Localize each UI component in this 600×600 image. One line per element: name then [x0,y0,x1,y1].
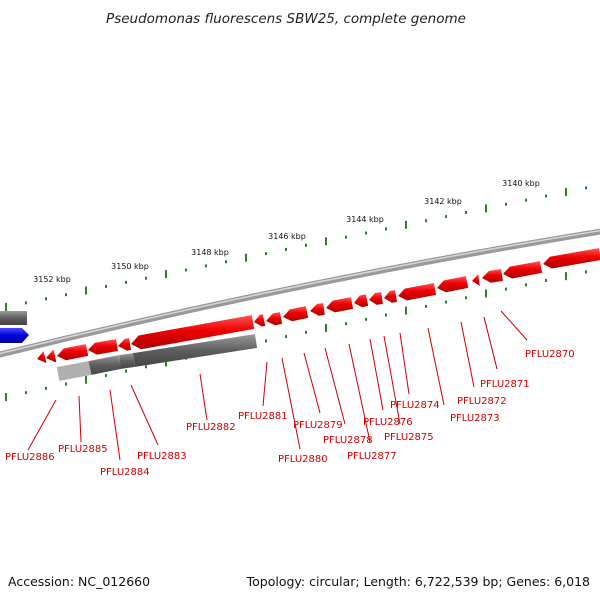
reverse-cds-arrow [503,261,543,279]
label-leaders [27,310,528,461]
reverse-cds-arrow [88,339,118,355]
leader-line [109,389,121,461]
reverse-cds-arrow [437,276,469,293]
gene-label[interactable]: PFLU2870 [525,349,575,360]
gene-label[interactable]: PFLU2881 [238,411,288,422]
gene-label[interactable]: PFLU2871 [480,379,530,390]
gene-bar [56,361,92,381]
leader-line [460,321,475,388]
reverse-cds-arrow [398,283,437,301]
reverse-cds-arrow [57,344,89,361]
gene-label[interactable]: PFLU2886 [5,452,55,463]
scale-label: 3146 kbp [268,232,306,241]
gene-label[interactable]: PFLU2874 [390,400,440,411]
reverse-cds-arrow [254,314,266,327]
leader-line [281,357,301,450]
scale-ticks [5,186,587,401]
leader-line [199,373,208,421]
reverse-cds-arrow [482,269,503,283]
leader-line [399,332,410,395]
reverse-cds-arrow [369,292,383,305]
reverse-cds-arrow [310,303,325,316]
genome-summary-text: Topology: circular; Length: 6,722,539 bp… [246,574,590,589]
leader-line [130,384,159,446]
leader-line [348,343,371,443]
scale-label: 3150 kbp [111,262,149,271]
gene-label[interactable]: PFLU2883 [137,451,187,462]
genome-title: Pseudomonas fluorescens SBW25, complete … [106,11,466,27]
gene-bar [132,334,258,367]
reverse-cds-arrow [118,338,131,351]
leader-line [78,395,82,443]
reverse-cds-arrow [543,248,600,269]
gene-label[interactable]: PFLU2873 [450,413,500,424]
reverse-cds-arrow [46,350,57,363]
gene-label[interactable]: PFLU2882 [186,422,236,433]
scale-labels: 3152 kbp 3150 kbp 3148 kbp 3146 kbp 3144 kbp… [33,179,540,284]
leader-line [27,399,57,451]
gene-label[interactable]: PFLU2872 [457,396,507,407]
scale-label: 3144 kbp [346,215,384,224]
leader-line [427,327,445,406]
leader-line [483,316,498,370]
reverse-cds-arrow [472,274,480,286]
accession-text: Accession: NC_012660 [8,574,150,589]
reverse-cds-arrow [37,351,47,363]
gene-label[interactable]: PFLU2875 [384,432,434,443]
reverse-cds-arrow [326,297,354,313]
gene-label[interactable]: PFLU2880 [278,454,328,465]
leader-line [324,347,346,425]
gene-label[interactable]: PFLU2876 [363,417,413,428]
gene-bar [119,353,135,369]
reverse-cds-arrow [131,315,255,350]
genome-backbone-highlight [0,229,600,355]
scale-label: 3142 kbp [424,197,462,206]
gene-label[interactable]: PFLU2885 [58,444,108,455]
gene-label[interactable]: PFLU2879 [293,420,343,431]
leader-line [500,310,528,341]
gene-label[interactable]: PFLU2884 [100,467,150,478]
reverse-cds-arrow [354,294,369,308]
scale-label: 3152 kbp [33,275,71,284]
gene-label[interactable]: PFLU2877 [347,451,397,462]
leader-line [262,361,268,407]
gene-track [37,248,600,381]
genome-backbone [0,228,600,358]
reverse-cds-arrow [266,312,283,326]
gene-bar-left-edge [0,311,27,325]
scale-label: 3140 kbp [502,179,540,188]
leader-line [369,338,384,411]
gene-label[interactable]: PFLU2878 [323,435,373,446]
leader-line [383,335,401,425]
gene-labels: PFLU2870 PFLU2871 PFLU2872 PFLU2873 PFLU2874… [5,349,575,478]
leader-line [303,352,321,414]
reverse-cds-arrow [384,290,397,303]
reverse-cds-arrow [283,306,309,322]
scale-label: 3148 kbp [191,248,229,257]
gene-bar [88,355,122,375]
forward-cds-arrow [0,328,29,343]
